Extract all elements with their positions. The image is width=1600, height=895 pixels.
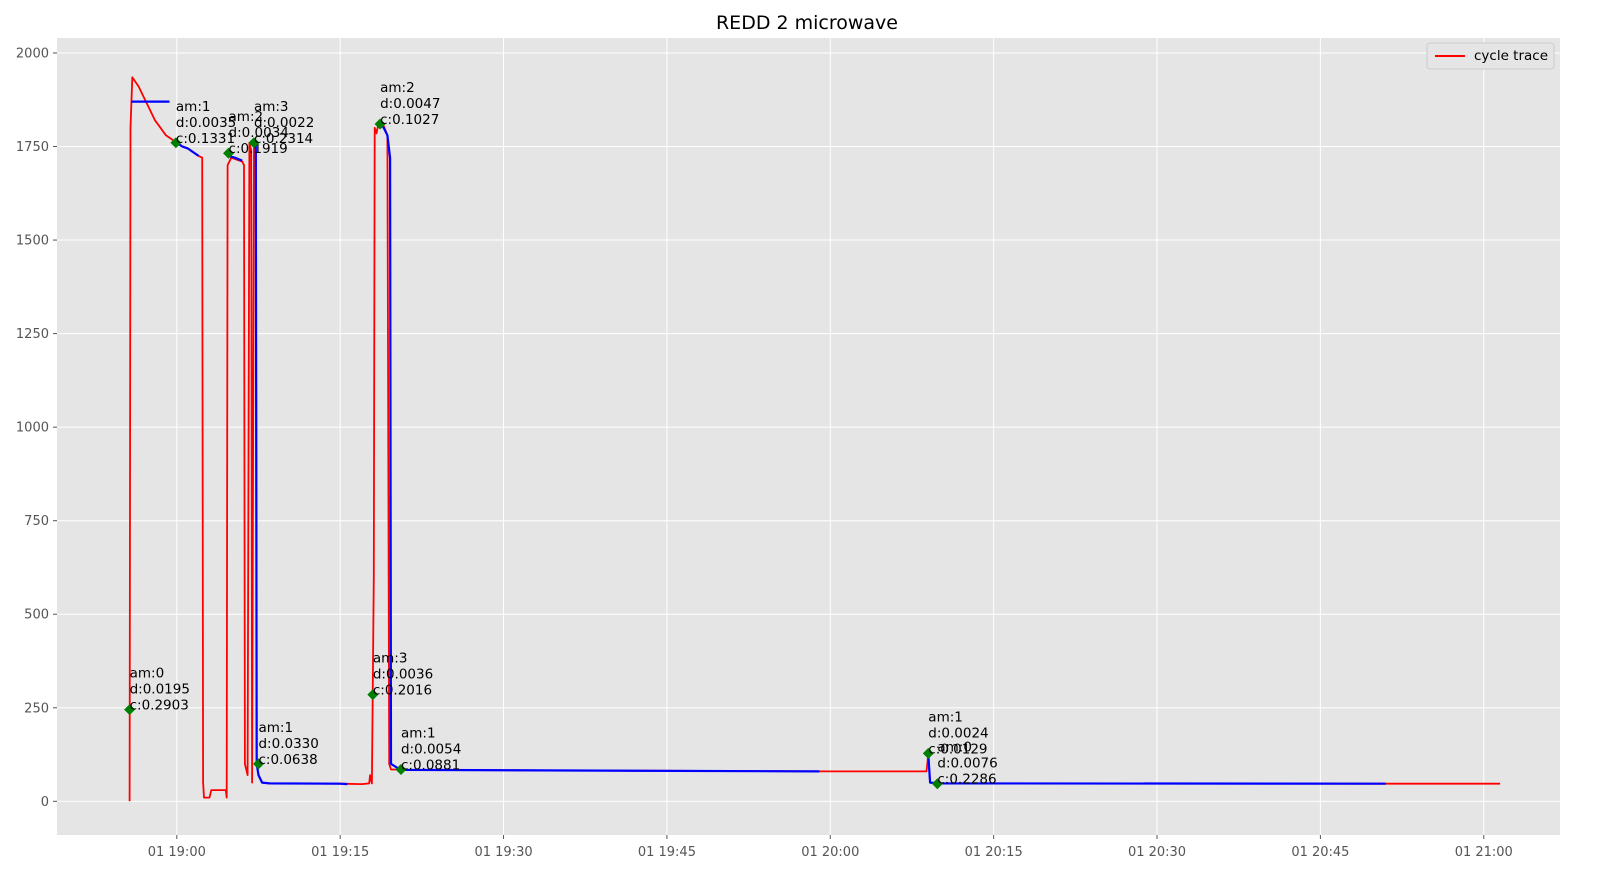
- axis-ticks: 0 250 500 750 1000 1250 1500 1750 2000 01 19:00 01…: [16, 46, 1513, 860]
- data-marker: [395, 764, 407, 776]
- marker-annotation: am:3 d:0.0022 c:0.2314: [254, 99, 314, 147]
- annotation-line: c:0.0129: [928, 741, 987, 757]
- annotation-line: d:0.0330: [258, 736, 318, 752]
- marker-annotation: am:1 d:0.0054 c:0.0881: [401, 726, 461, 774]
- x-tick-label: 01 20:30: [1128, 845, 1186, 860]
- x-tick-label: 01 21:00: [1455, 845, 1513, 860]
- annotation-line: c:0.1027: [380, 112, 439, 128]
- data-marker: [922, 747, 934, 759]
- marker-annotation: am:0 d:0.0076 c:0.2286: [937, 740, 997, 788]
- x-tick-label: 01 19:45: [638, 845, 696, 860]
- marker-annotation: am:0 d:0.0195 c:0.2903: [130, 666, 190, 714]
- annotation-line: d:0.0022: [254, 115, 314, 131]
- annotation-line: c:0.1331: [176, 131, 235, 147]
- legend: cycle trace: [1426, 42, 1555, 70]
- annotation-line: c:0.2016: [373, 683, 432, 699]
- x-tick-label: 01 19:30: [474, 845, 532, 860]
- annotation-line: am:1: [258, 720, 293, 736]
- annotation-line: d:0.0034: [229, 125, 289, 141]
- annotation-line: c:0.1919: [229, 141, 288, 157]
- marker-annotation: am:1 d:0.0330 c:0.0638: [258, 720, 318, 768]
- annotation-line: am:1: [401, 726, 436, 742]
- annotation-line: c:0.2286: [937, 772, 996, 788]
- data-marker: [252, 758, 264, 770]
- data-marker: [170, 137, 182, 149]
- y-tick-label: 250: [24, 701, 49, 716]
- annotation-line: c:0.0881: [401, 758, 460, 774]
- y-tick-label: 500: [24, 608, 49, 623]
- marker-annotation: am:2 d:0.0034 c:0.1919: [229, 109, 289, 157]
- x-tick-label: 01 19:15: [311, 845, 369, 860]
- annotation-line: d:0.0054: [401, 742, 461, 758]
- annotation-line: am:1: [176, 99, 211, 115]
- annotation-line: c:0.0638: [258, 752, 317, 768]
- annotation-line: c:0.2314: [254, 131, 313, 147]
- data-marker: [367, 689, 379, 701]
- grid-lines: [57, 38, 1560, 835]
- marker-annotation: am:1 d:0.0024 c:0.0129: [928, 709, 988, 757]
- x-tick-label: 01 20:45: [1291, 845, 1349, 860]
- legend-label: cycle trace: [1474, 48, 1548, 64]
- y-tick-label: 1500: [16, 234, 49, 249]
- data-marker: [931, 778, 943, 790]
- annotation-line: am:2: [229, 109, 264, 125]
- annotation-line: am:3: [373, 651, 408, 667]
- data-marker: [223, 147, 235, 159]
- annotation-line: am:0: [130, 666, 165, 682]
- annotation-line: d:0.0195: [130, 682, 190, 698]
- x-tick-label: 01 20:00: [801, 845, 859, 860]
- annotation-line: d:0.0047: [380, 96, 440, 112]
- chart-title: REDD 2 microwave: [716, 12, 898, 34]
- annotation-line: am:0: [937, 740, 972, 756]
- plot-area: [57, 38, 1560, 835]
- annotation-line: am:3: [254, 99, 289, 115]
- annotation-line: d:0.0024: [928, 725, 988, 741]
- data-marker: [124, 704, 136, 716]
- annotation-line: am:2: [380, 80, 415, 96]
- annotation-line: c:0.2903: [130, 698, 189, 714]
- data-marker: [374, 118, 386, 130]
- x-tick-label: 01 19:00: [148, 845, 206, 860]
- marker-annotation: am:3 d:0.0036 c:0.2016: [373, 651, 433, 699]
- marker-annotation: am:2 d:0.0047 c:0.1027: [380, 80, 440, 128]
- annotation-line: d:0.0036: [373, 667, 433, 683]
- y-tick-label: 2000: [16, 46, 49, 61]
- annotation-line: d:0.0076: [937, 756, 997, 772]
- y-tick-label: 0: [41, 795, 49, 810]
- legend-frame: [1426, 42, 1555, 70]
- y-tick-label: 1000: [16, 421, 49, 436]
- y-tick-label: 750: [24, 514, 49, 529]
- annotation-line: d:0.0035: [176, 115, 236, 131]
- marker-annotation: am:1 d:0.0035 c:0.1331: [176, 99, 236, 147]
- annotation-line: am:1: [928, 709, 963, 725]
- x-tick-label: 01 20:15: [965, 845, 1023, 860]
- y-tick-label: 1750: [16, 140, 49, 155]
- y-tick-label: 1250: [16, 327, 49, 342]
- data-marker: [248, 137, 260, 149]
- series-line-segment: [176, 141, 200, 157]
